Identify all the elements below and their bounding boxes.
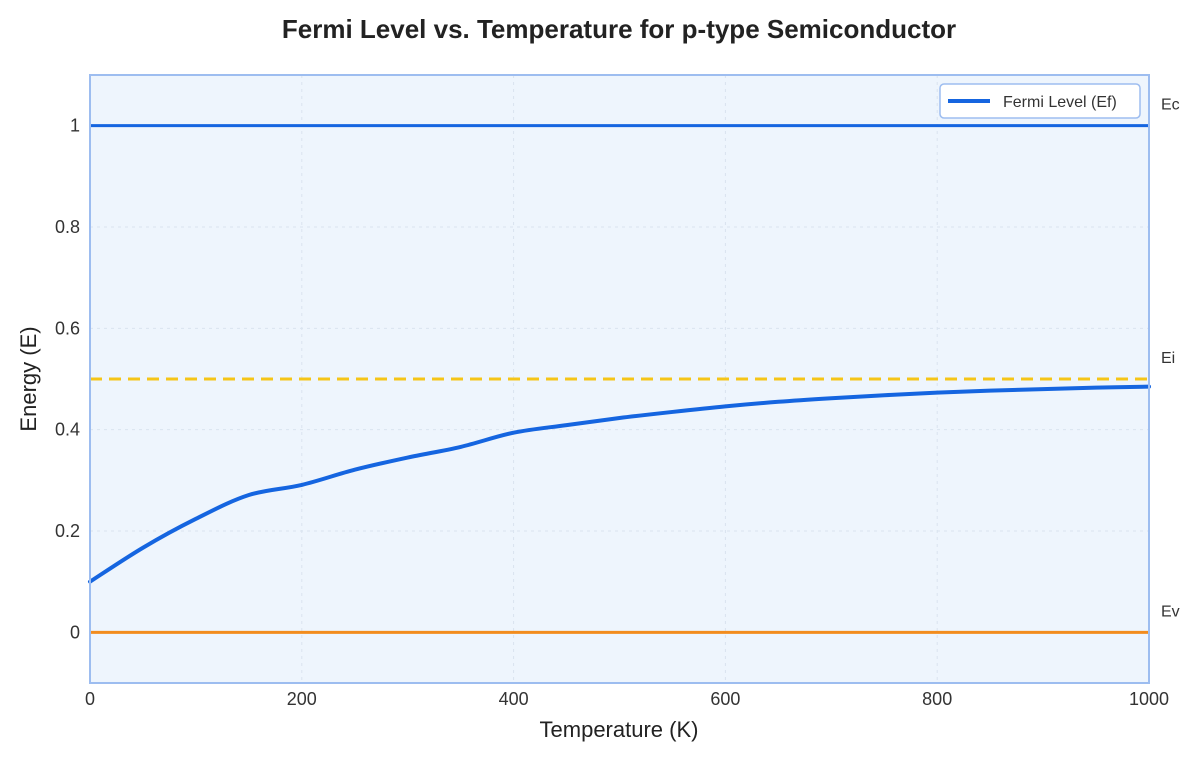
series-layer [88, 384, 1151, 584]
legend: Fermi Level (Ef) [939, 83, 1141, 119]
y-tick-label: 0.4 [55, 420, 80, 440]
x-tick-label: 1000 [1129, 689, 1169, 709]
energy-level-label-ec: Ec [1161, 97, 1180, 114]
legend-label: Fermi Level (Ef) [1003, 94, 1117, 111]
plot-border [89, 74, 1150, 684]
y-tick-label: 1 [70, 116, 80, 136]
legend-box [939, 83, 1141, 119]
x-axis-ticks: 0 200 400 600 800 1000 [85, 689, 1169, 709]
series-line-fermi-level [88, 384, 1151, 584]
chart-title: Fermi Level vs. Temperature for p-type S… [282, 14, 956, 44]
x-tick-label: 200 [287, 689, 317, 709]
x-tick-label: 800 [922, 689, 952, 709]
x-tick-label: 600 [710, 689, 740, 709]
energy-level-label-ei: Ei [1161, 350, 1175, 367]
y-tick-label: 0.8 [55, 217, 80, 237]
y-tick-label: 0.2 [55, 521, 80, 541]
y-axis-label: Energy (E) [16, 326, 41, 431]
energy-level-lines [90, 124, 1149, 634]
x-tick-label: 0 [85, 689, 95, 709]
energy-level-label-ev: Ev [1161, 603, 1180, 620]
energy-level-labels: Ec Ei Ev [1161, 97, 1180, 621]
y-tick-label: 0 [70, 622, 80, 642]
y-tick-label: 0.6 [55, 318, 80, 338]
x-axis-label: Temperature (K) [540, 717, 699, 742]
x-tick-label: 400 [499, 689, 529, 709]
y-axis-ticks: 0 0.2 0.4 0.6 0.8 1 [55, 116, 80, 643]
